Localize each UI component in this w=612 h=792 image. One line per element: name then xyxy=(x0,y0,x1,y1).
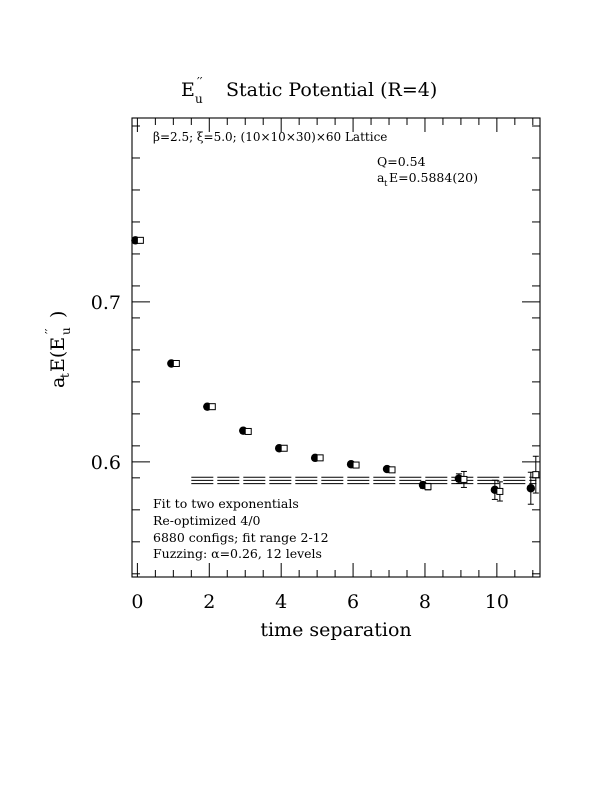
title-state: E xyxy=(181,79,195,101)
data-point-square xyxy=(496,487,504,495)
y-label-prefix: a xyxy=(47,377,69,388)
data-point-square xyxy=(388,466,396,474)
annotation-line-4: Fuzzing: α=0.26, 12 levels xyxy=(153,546,322,561)
title-state-superscript: ′′ xyxy=(197,75,203,89)
y-label-suffix: ) xyxy=(47,311,69,318)
y-label-main: E(E xyxy=(47,337,69,372)
data-point-square xyxy=(460,475,468,483)
data-point-square xyxy=(208,403,216,411)
x-tick-label: 10 xyxy=(485,591,509,613)
annotation-line-3: 6880 configs; fit range 2-12 xyxy=(153,530,329,545)
fit-statistics: Q=0.54 a t E=0.5884(20) xyxy=(377,154,478,189)
x-tick-label: 0 xyxy=(131,591,143,613)
chart-title: E ′′ u Static Potential (R=4) xyxy=(181,75,437,106)
y-label-superscript: ′′ xyxy=(43,328,57,334)
y-label-prefix-subscript: t xyxy=(58,373,72,378)
data-point-square xyxy=(136,236,144,244)
x-tick-label: 8 xyxy=(419,591,431,613)
annotation-line-2: Re-optimized 4/0 xyxy=(153,513,261,528)
data-series xyxy=(131,236,540,505)
fit-q-value: Q=0.54 xyxy=(377,154,426,169)
data-point-circle xyxy=(526,484,536,493)
title-state-subscript: u xyxy=(195,92,203,106)
plot-frame xyxy=(131,117,541,578)
y-axis-label: a t E(E ′′ u ) xyxy=(43,311,73,388)
data-point-square xyxy=(424,483,432,491)
data-point-square xyxy=(316,454,324,462)
x-tick-label: 4 xyxy=(275,591,287,613)
data-point-square xyxy=(244,427,252,435)
data-point-square xyxy=(352,461,360,469)
x-axis-label: time separation xyxy=(260,619,411,641)
title-text: Static Potential (R=4) xyxy=(226,79,437,101)
annotation-line-1: Fit to two exponentials xyxy=(153,496,299,511)
y-tick-label: 0.6 xyxy=(91,452,121,474)
fit-band xyxy=(191,476,537,485)
x-tick-label: 2 xyxy=(203,591,215,613)
x-tick-label: 6 xyxy=(347,591,359,613)
fit-energy-value: E=0.5884(20) xyxy=(389,170,478,185)
data-point-square xyxy=(532,471,540,479)
y-label-subscript: u xyxy=(59,327,73,335)
axis-tick-labels: 0 2 4 6 8 10 0.6 0.7 xyxy=(91,292,509,613)
fit-energy-prefix: a xyxy=(377,170,385,185)
lattice-info: β=2.5; ξ=5.0; (10×10×30)×60 Lattice xyxy=(153,130,387,144)
y-tick-label: 0.7 xyxy=(91,292,121,314)
axis-ticks xyxy=(132,118,540,577)
data-point-square xyxy=(172,359,180,367)
data-point-square xyxy=(280,444,288,452)
fit-energy-subscript: t xyxy=(384,179,388,189)
fit-annotations: Fit to two exponentials Re-optimized 4/0… xyxy=(153,496,329,561)
